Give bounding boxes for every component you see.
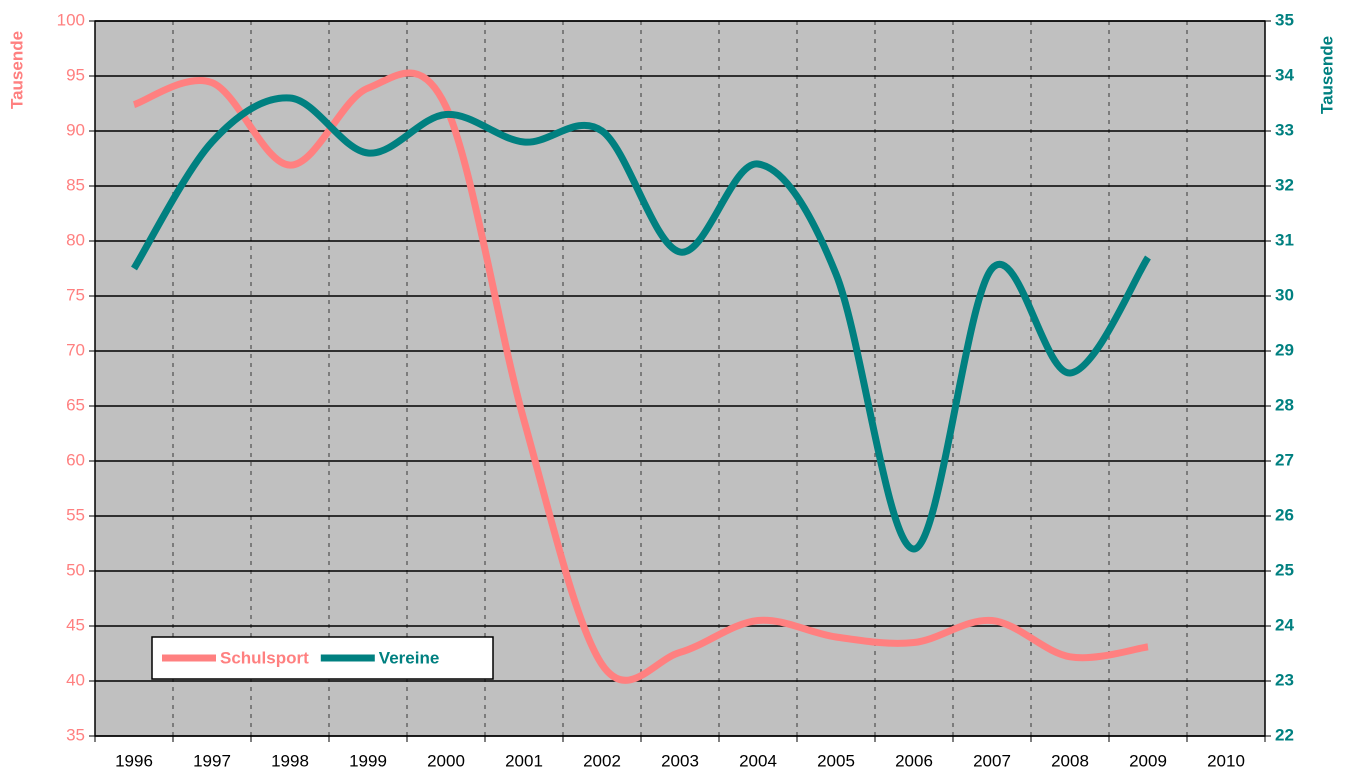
y-tick-label: 80: [66, 230, 85, 249]
y-tick-label: 35: [66, 725, 85, 744]
x-tick-label: 1998: [271, 751, 309, 770]
y2-tick-label: 24: [1275, 615, 1294, 634]
y2-tick-label: 32: [1275, 175, 1294, 194]
y-tick-label: 65: [66, 395, 85, 414]
x-tick-label: 2010: [1207, 751, 1245, 770]
y2-tick-label: 35: [1275, 10, 1294, 29]
x-tick-label: 1996: [115, 751, 153, 770]
y-tick-label: 50: [66, 560, 85, 579]
x-tick-label: 2005: [817, 751, 855, 770]
plot-area: [95, 21, 1265, 736]
y2-tick-label: 29: [1275, 340, 1294, 359]
y2-tick-label: 30: [1275, 285, 1294, 304]
y-tick-label: 75: [66, 285, 85, 304]
series-line: [132, 69, 1149, 684]
y2-tick-label: 23: [1275, 670, 1294, 689]
x-tick-label: 2001: [505, 751, 543, 770]
series-line: [131, 94, 1151, 553]
y-tick-label: 100: [57, 10, 85, 29]
legend-label: Vereine: [379, 648, 440, 667]
y2-tick-label: 26: [1275, 505, 1294, 524]
x-tick-label: 1999: [349, 751, 387, 770]
y2-tick-label: 33: [1275, 120, 1294, 139]
x-tick-label: 2004: [739, 751, 777, 770]
x-tick-label: 2003: [661, 751, 699, 770]
y-axis-label: Tausende: [7, 31, 26, 109]
y-tick-label: 45: [66, 615, 85, 634]
y2-tick-label: 22: [1275, 725, 1294, 744]
y-tick-label: 90: [66, 120, 85, 139]
y-tick-label: 85: [66, 175, 85, 194]
y2-tick-label: 27: [1275, 450, 1294, 469]
x-tick-label: 2009: [1129, 751, 1167, 770]
y-tick-label: 70: [66, 340, 85, 359]
plot-border: [94, 20, 1266, 737]
y-tick-label: 60: [66, 450, 85, 469]
legend: Schulsport Vereine: [151, 636, 494, 680]
x-tick-label: 2007: [973, 751, 1011, 770]
x-tick-label: 2006: [895, 751, 933, 770]
y2-tick-label: 25: [1275, 560, 1294, 579]
y-tick-label: 95: [66, 65, 85, 84]
x-tick-label: 2008: [1051, 751, 1089, 770]
x-tick-label: 1997: [193, 751, 231, 770]
y-tick-label: 55: [66, 505, 85, 524]
y-tick-label: 40: [66, 670, 85, 689]
y2-tick-label: 31: [1275, 230, 1294, 249]
y2-tick-label: 28: [1275, 395, 1294, 414]
y2-tick-label: 34: [1275, 65, 1294, 84]
x-tick-label: 2000: [427, 751, 465, 770]
legend-label: Schulsport: [220, 648, 309, 667]
y2-axis-label: Tausende: [1317, 36, 1336, 114]
x-tick-label: 2002: [583, 751, 621, 770]
